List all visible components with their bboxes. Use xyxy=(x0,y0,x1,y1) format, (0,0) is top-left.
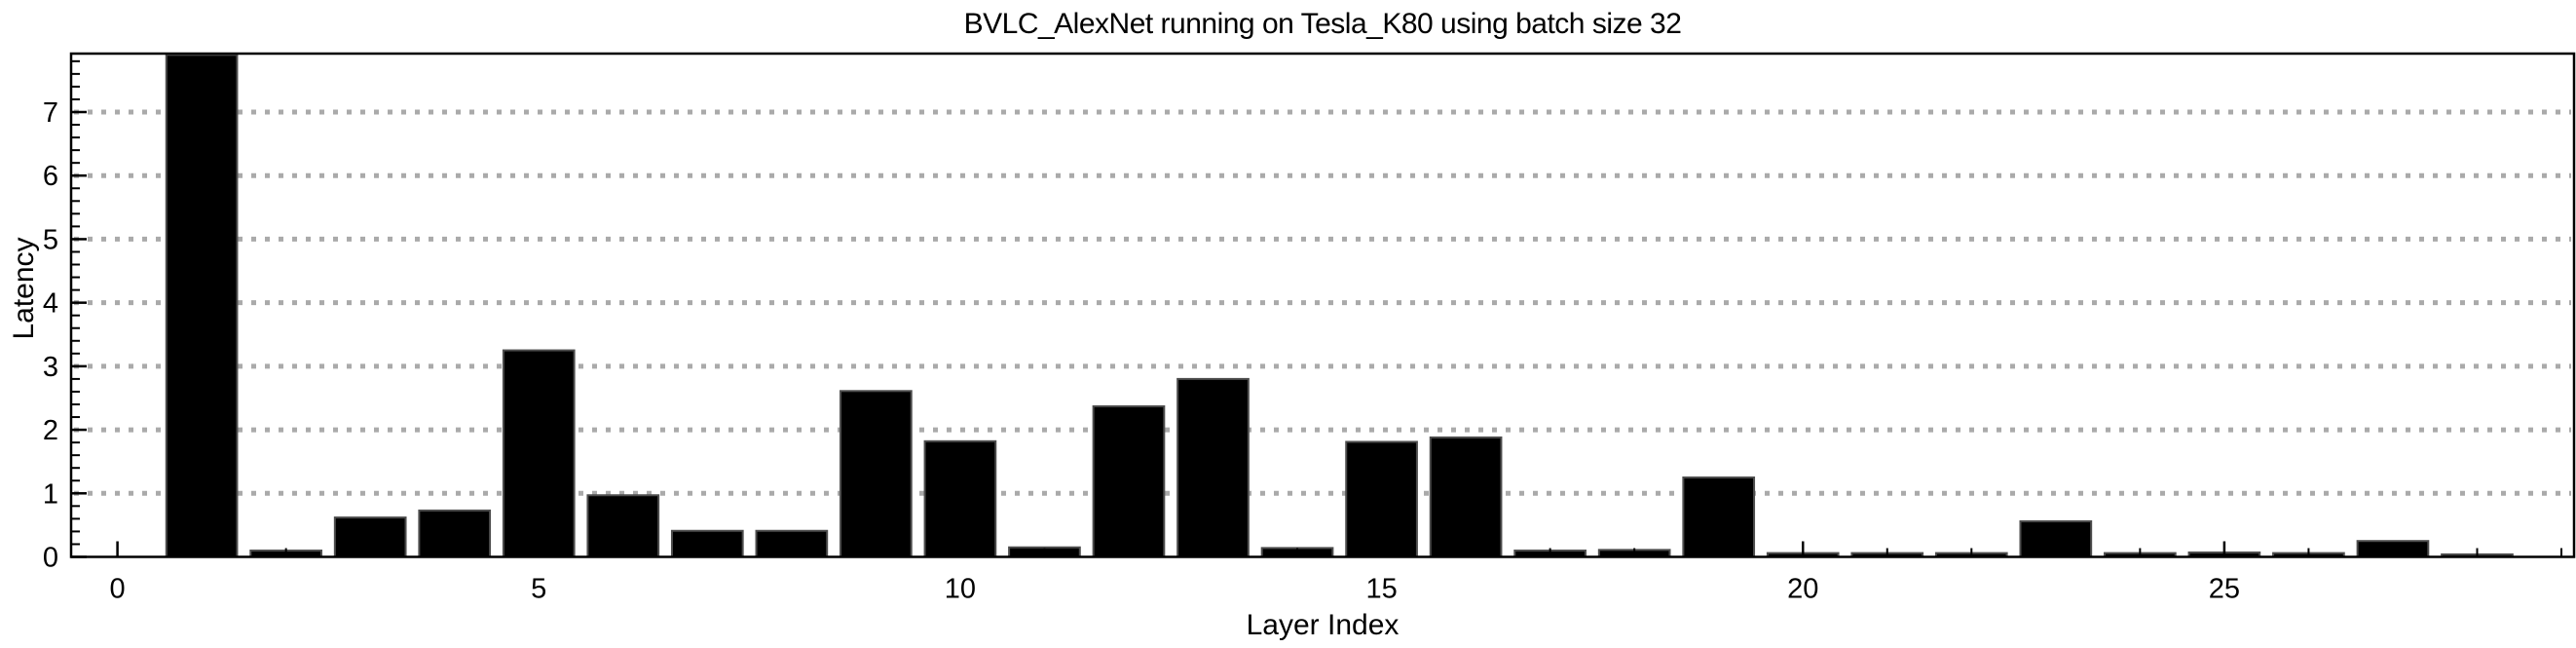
bar xyxy=(1682,476,1756,558)
y-tick-label: 6 xyxy=(43,161,58,192)
y-tick-label: 4 xyxy=(43,288,58,320)
bar xyxy=(333,516,407,558)
x-tick-label: 15 xyxy=(1365,574,1397,605)
bar xyxy=(1176,377,1250,558)
bar xyxy=(502,349,576,558)
bar xyxy=(165,54,239,558)
x-tick-label: 5 xyxy=(531,574,546,605)
x-tick-label: 20 xyxy=(1787,574,1818,605)
plot-border xyxy=(69,52,2576,558)
x-tick-label: 0 xyxy=(110,574,126,605)
x-tick-label: 25 xyxy=(2209,574,2240,605)
bar xyxy=(840,390,913,558)
x-axis-label: Layer Index xyxy=(1247,609,1400,641)
bar xyxy=(1092,404,1166,558)
y-tick-label: 7 xyxy=(43,97,58,129)
plot-area: 0 1 2 3 4 5 6 7 0 5 10 15 20 25 xyxy=(43,54,2571,605)
bar xyxy=(1345,440,1418,558)
y-tick-label: 3 xyxy=(43,352,58,383)
bar xyxy=(923,439,997,558)
y-tick-label: 2 xyxy=(43,415,58,446)
chart-title: BVLC_AlexNet running on Tesla_K80 using … xyxy=(964,8,1682,40)
bar xyxy=(586,494,660,558)
x-tick-label: 10 xyxy=(945,574,976,605)
y-axis-label: Latency xyxy=(8,237,40,339)
y-tick-label: 0 xyxy=(43,543,58,574)
y-tick-label: 1 xyxy=(43,478,58,510)
y-tick-label: 5 xyxy=(43,224,58,255)
bar xyxy=(1429,436,1503,558)
